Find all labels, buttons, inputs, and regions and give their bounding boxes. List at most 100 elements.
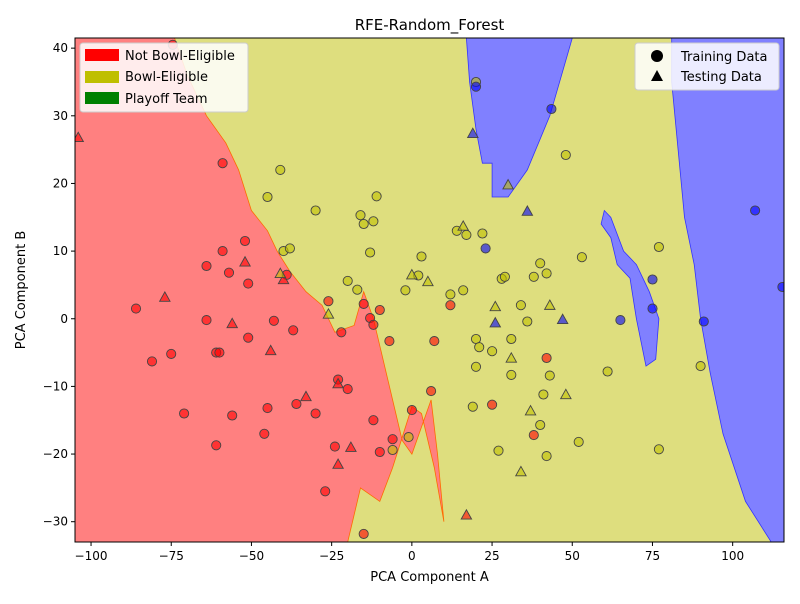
testing-point-yellow xyxy=(457,219,470,231)
training-point-blue xyxy=(698,316,709,327)
training-point-yellow xyxy=(560,149,571,161)
legend-label-not-bowl-eligible: Not Bowl-Eligible xyxy=(125,49,235,64)
legend-marker-triangle xyxy=(651,70,663,81)
training-point-yellow xyxy=(310,205,321,216)
training-point-yellow xyxy=(365,247,376,258)
training-point-yellow xyxy=(368,216,379,227)
testing-point-yellow xyxy=(322,307,335,319)
testing-point-yellow xyxy=(421,275,434,287)
training-point-red xyxy=(342,384,353,395)
training-point-red xyxy=(227,410,238,421)
training-point-yellow xyxy=(538,389,549,400)
training-point-yellow xyxy=(355,210,366,221)
testing-point-red xyxy=(344,441,357,452)
testing-point-blue xyxy=(489,316,502,328)
training-point-yellow xyxy=(541,451,552,462)
training-point-red xyxy=(358,298,369,309)
x-tick-label: −50 xyxy=(239,549,264,563)
training-point-yellow xyxy=(695,361,706,372)
training-point-red xyxy=(259,428,270,439)
testing-point-red xyxy=(226,317,239,329)
training-point-blue xyxy=(615,315,626,326)
x-axis-label: PCA Component A xyxy=(370,570,489,585)
training-point-red xyxy=(358,528,369,539)
training-point-red xyxy=(310,408,321,419)
testing-point-yellow xyxy=(524,404,537,416)
y-tick-label: −20 xyxy=(43,447,68,461)
training-point-red xyxy=(262,403,273,414)
y-tick-label: 40 xyxy=(53,41,68,55)
training-point-yellow xyxy=(535,258,546,269)
testing-point-yellow xyxy=(274,267,287,279)
class-legend: Not Bowl-Eligible Bowl-Eligible Playoff … xyxy=(79,42,249,113)
training-point-yellow xyxy=(458,285,469,296)
testing-point-red xyxy=(277,273,290,285)
training-point-red xyxy=(217,158,228,169)
training-point-yellow xyxy=(445,289,456,300)
testing-point-yellow xyxy=(559,388,572,400)
testing-point-blue xyxy=(466,127,479,138)
training-point-red xyxy=(329,441,340,452)
x-tick-label: 75 xyxy=(645,549,660,563)
marker-legend-box xyxy=(634,42,780,91)
legend-label-testing-data: Testing Data xyxy=(680,70,762,85)
marker-legend: Training Data Testing Data xyxy=(634,42,780,91)
training-point-red xyxy=(243,332,254,343)
training-point-yellow xyxy=(653,444,664,455)
training-point-red xyxy=(374,446,385,458)
training-point-red xyxy=(406,405,417,416)
testing-point-red xyxy=(460,508,473,520)
training-point-red xyxy=(368,319,379,330)
plot-frame xyxy=(74,37,785,543)
testing-point-red xyxy=(75,131,85,143)
testing-point-yellow xyxy=(505,351,518,363)
training-point-red xyxy=(528,430,539,441)
training-point-yellow xyxy=(522,316,533,327)
y-tick-label: −10 xyxy=(43,379,68,393)
x-tick-label: 50 xyxy=(565,549,580,563)
training-point-red xyxy=(291,398,302,410)
training-point-blue xyxy=(647,274,658,285)
training-point-blue xyxy=(546,103,557,115)
training-point-red xyxy=(445,300,456,311)
training-point-red xyxy=(130,303,142,314)
testing-point-red xyxy=(158,290,171,302)
y-axis-label: PCA Component B xyxy=(14,231,29,349)
y-tick-label: 10 xyxy=(53,244,68,258)
testing-point-yellow xyxy=(502,178,515,190)
training-point-yellow xyxy=(474,342,485,353)
training-point-red xyxy=(323,296,334,307)
training-point-yellow xyxy=(470,361,482,372)
training-point-red xyxy=(374,304,385,316)
training-point-yellow xyxy=(403,432,414,443)
legend-swatch-not-bowl-eligible xyxy=(85,49,119,61)
testing-point-red xyxy=(264,344,277,356)
region-not-bowl-eligible xyxy=(75,38,445,542)
region-playoff-team-1 xyxy=(600,209,660,367)
training-point-yellow xyxy=(387,444,398,456)
training-point-red xyxy=(214,347,225,358)
x-tick-label: 25 xyxy=(484,549,499,563)
plot-area xyxy=(74,37,785,543)
training-point-yellow xyxy=(371,191,382,202)
training-point-red xyxy=(211,440,222,451)
training-point-red xyxy=(426,386,437,397)
training-point-red xyxy=(387,434,398,445)
testing-point-yellow xyxy=(489,300,502,312)
y-tick-label: 0 xyxy=(60,312,68,326)
training-point-yellow xyxy=(400,285,411,296)
legend-label-training-data: Training Data xyxy=(680,50,767,65)
x-tick-label: −75 xyxy=(159,549,184,563)
training-point-red xyxy=(487,399,498,410)
training-point-red xyxy=(336,327,347,338)
training-point-yellow xyxy=(352,284,363,295)
training-point-red xyxy=(368,415,379,426)
training-point-blue xyxy=(777,281,784,293)
training-point-yellow xyxy=(493,445,504,456)
training-point-red xyxy=(179,408,190,419)
training-point-red xyxy=(201,315,212,326)
testing-point-yellow xyxy=(514,465,527,477)
training-point-red xyxy=(429,336,440,347)
x-axis: −100 −75 −50 −25 0 25 50 75 100 xyxy=(75,542,744,563)
